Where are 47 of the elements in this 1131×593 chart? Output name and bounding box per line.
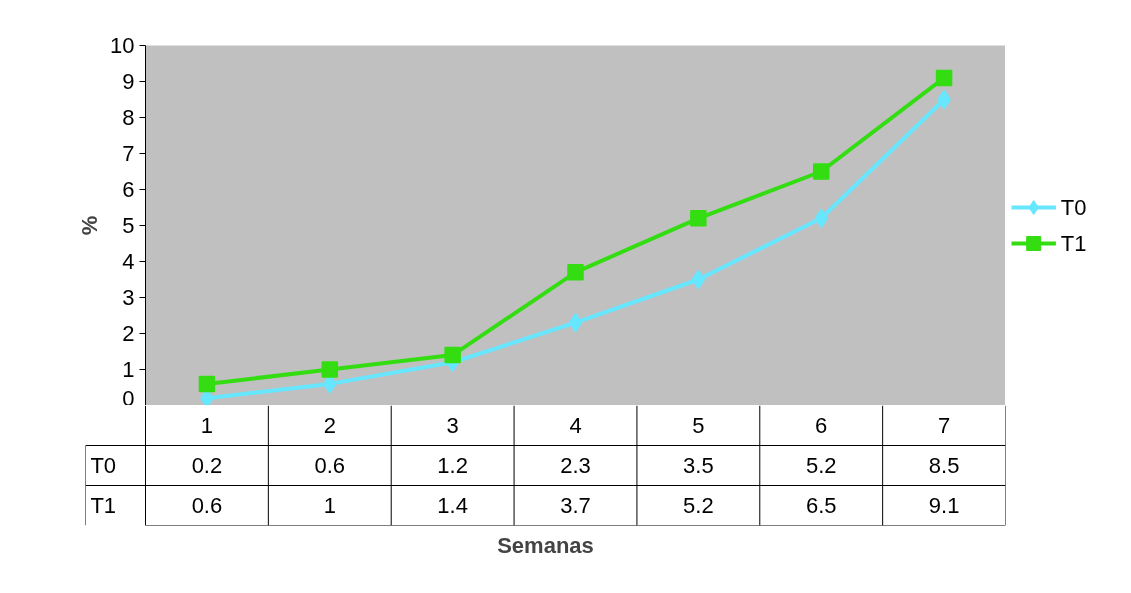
data-label: 1 xyxy=(323,493,336,518)
data-label: 8.5 xyxy=(928,453,960,478)
x-tick-label: 3 xyxy=(446,413,459,438)
data-label: 5.2 xyxy=(683,493,714,518)
data-label: 5.2 xyxy=(805,453,837,478)
point xyxy=(812,163,830,180)
y-tick-label: 7 xyxy=(122,141,135,166)
x-tick-label: 4 xyxy=(569,413,582,438)
x-tick-label: 7 xyxy=(937,413,951,438)
y-tick-label: 10 xyxy=(110,33,135,58)
data-label: 0.6 xyxy=(191,493,223,518)
data-label: 2.3 xyxy=(560,453,591,478)
point xyxy=(935,69,953,87)
data-label: 0.6 xyxy=(314,453,346,478)
point xyxy=(691,269,706,290)
point xyxy=(321,361,339,378)
legend-label: T1 xyxy=(1060,231,1087,256)
x-tick-label: 5 xyxy=(692,413,705,438)
point xyxy=(568,312,583,333)
x-axis-title: Semanas xyxy=(497,532,594,558)
y-tick-label: 9 xyxy=(122,69,135,94)
y-tick-label: 4 xyxy=(122,249,135,274)
data-label: 0.2 xyxy=(191,453,223,478)
x-tick-label: 2 xyxy=(323,413,336,438)
y-tick-label: 8 xyxy=(122,105,135,130)
text: T0 xyxy=(90,453,117,478)
y-tick-label: 0 xyxy=(122,385,135,411)
y-tick-label: 2 xyxy=(122,321,135,346)
data-label: 6.5 xyxy=(805,493,837,518)
y-tick-label: 5 xyxy=(122,213,135,238)
data-label: 3.7 xyxy=(560,493,591,518)
data-label: 1.2 xyxy=(437,453,468,478)
data-label: 9.1 xyxy=(928,493,960,518)
data-label: 3.5 xyxy=(683,453,714,478)
legend-label: T0 xyxy=(1060,195,1087,220)
y-axis-title: % xyxy=(77,215,103,236)
point xyxy=(690,210,707,227)
data-label: 1.4 xyxy=(437,493,468,518)
y-tick-label: 3 xyxy=(122,285,135,310)
point xyxy=(567,264,584,281)
point xyxy=(444,346,461,364)
y-tick-label: 1 xyxy=(122,357,135,382)
x-tick-label: 6 xyxy=(815,413,828,438)
text: T1 xyxy=(90,493,117,518)
y-tick-label: 6 xyxy=(122,177,135,202)
point xyxy=(198,375,216,393)
x-tick-label: 1 xyxy=(200,413,214,438)
